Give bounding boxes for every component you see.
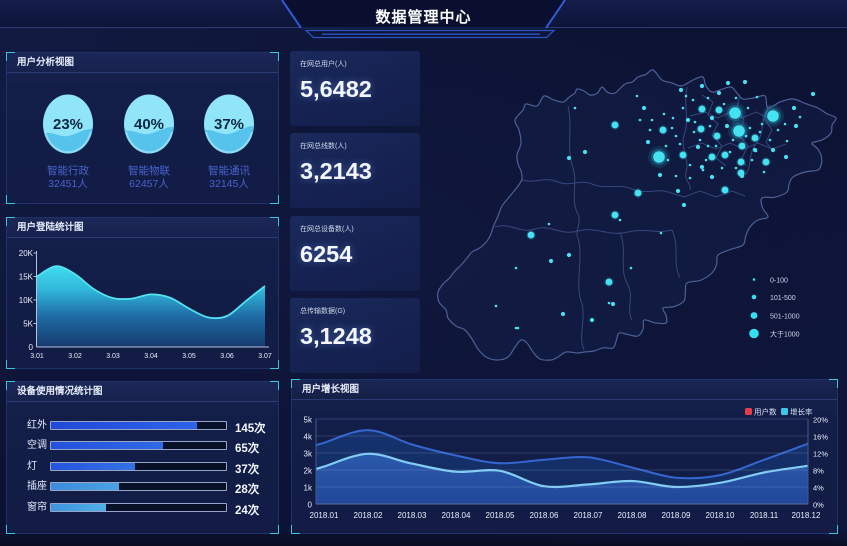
svg-text:3.03: 3.03 — [106, 353, 120, 360]
svg-text:增长率: 增长率 — [790, 407, 813, 417]
svg-text:2018.11: 2018.11 — [750, 511, 779, 520]
svg-text:大于1000: 大于1000 — [770, 330, 800, 339]
svg-text:3.01: 3.01 — [30, 353, 44, 360]
svg-text:2018.12: 2018.12 — [792, 511, 821, 520]
svg-text:2018.04: 2018.04 — [442, 511, 471, 520]
svg-text:3.02: 3.02 — [68, 353, 82, 360]
svg-text:2018.02: 2018.02 — [354, 511, 383, 520]
svg-text:2018.03: 2018.03 — [398, 511, 427, 520]
svg-text:0: 0 — [29, 343, 34, 352]
svg-text:5K: 5K — [23, 320, 33, 329]
svg-text:5k: 5k — [304, 416, 313, 425]
svg-text:4%: 4% — [813, 484, 824, 493]
svg-text:23%: 23% — [53, 116, 83, 133]
svg-text:10K: 10K — [19, 296, 34, 305]
svg-text:3.05: 3.05 — [182, 353, 196, 360]
svg-text:3k: 3k — [304, 450, 313, 459]
svg-text:0: 0 — [308, 501, 313, 510]
svg-text:2018.01: 2018.01 — [310, 511, 339, 520]
svg-text:2018.08: 2018.08 — [618, 511, 647, 520]
svg-text:8%: 8% — [813, 467, 824, 476]
svg-text:16%: 16% — [813, 433, 828, 442]
svg-text:3.07: 3.07 — [258, 353, 272, 360]
svg-text:4k: 4k — [304, 433, 313, 442]
svg-text:101-500: 101-500 — [770, 295, 796, 302]
svg-text:0-100: 0-100 — [770, 278, 788, 285]
svg-text:1k: 1k — [304, 484, 313, 493]
svg-text:2k: 2k — [304, 467, 313, 476]
svg-text:2018.07: 2018.07 — [574, 511, 603, 520]
svg-text:2018.06: 2018.06 — [530, 511, 559, 520]
svg-text:3.04: 3.04 — [144, 353, 158, 360]
svg-text:2018.10: 2018.10 — [706, 511, 735, 520]
svg-text:0%: 0% — [813, 501, 824, 510]
svg-text:12%: 12% — [813, 450, 828, 459]
svg-text:20%: 20% — [813, 416, 828, 425]
svg-text:2018.05: 2018.05 — [486, 511, 515, 520]
svg-text:3.06: 3.06 — [220, 353, 234, 360]
svg-text:37%: 37% — [214, 116, 244, 133]
svg-text:2018.09: 2018.09 — [662, 511, 691, 520]
svg-text:501-1000: 501-1000 — [770, 314, 800, 321]
svg-text:40%: 40% — [134, 116, 164, 133]
svg-text:用户数: 用户数 — [754, 407, 777, 417]
svg-text:15K: 15K — [19, 273, 34, 282]
svg-text:20K: 20K — [19, 249, 34, 258]
